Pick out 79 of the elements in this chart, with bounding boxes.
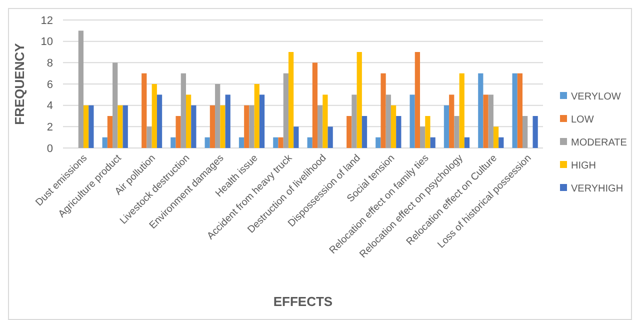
bar xyxy=(346,116,352,148)
bar xyxy=(396,116,402,148)
bar xyxy=(380,73,386,148)
bar xyxy=(142,73,147,148)
y-tick-label: 6 xyxy=(46,78,53,91)
bar xyxy=(204,137,210,148)
bar xyxy=(376,137,381,148)
bar xyxy=(244,105,250,148)
y-tick-label: 0 xyxy=(46,142,53,155)
bar xyxy=(156,94,162,148)
legend-label: MODERATE xyxy=(571,138,628,148)
bar xyxy=(517,73,522,148)
bar xyxy=(294,126,299,148)
bar xyxy=(283,73,288,148)
bar xyxy=(478,73,484,148)
bar xyxy=(186,94,192,148)
bar xyxy=(259,94,265,148)
bar xyxy=(225,94,230,148)
bar xyxy=(488,94,494,148)
bar xyxy=(454,116,460,148)
bar xyxy=(238,137,244,148)
bar xyxy=(356,52,362,148)
legend-label: HIGH xyxy=(571,160,596,172)
bar xyxy=(88,105,94,148)
bar xyxy=(122,105,128,148)
bar xyxy=(362,116,368,148)
bar xyxy=(459,73,464,148)
bar xyxy=(318,105,323,148)
bar xyxy=(254,84,260,148)
bar xyxy=(522,116,528,148)
bar xyxy=(191,105,196,148)
bar xyxy=(107,116,113,148)
bar xyxy=(483,94,488,148)
bar xyxy=(180,73,186,148)
bar xyxy=(215,84,220,148)
bar xyxy=(386,94,391,148)
bar xyxy=(444,105,450,148)
bar xyxy=(146,126,152,148)
y-tick-label: 2 xyxy=(46,122,53,134)
bar xyxy=(249,105,254,148)
bar xyxy=(532,116,538,148)
bar xyxy=(176,116,181,148)
legend-label: LOW xyxy=(571,114,594,126)
bar xyxy=(170,137,176,148)
bar xyxy=(410,94,415,148)
bar xyxy=(512,73,518,148)
legend-label: VERYLOW xyxy=(571,92,622,102)
bar xyxy=(464,137,470,148)
bar xyxy=(118,105,123,148)
y-tick-label: 10 xyxy=(40,36,53,48)
bar xyxy=(84,105,89,148)
bar xyxy=(312,62,318,148)
bar xyxy=(210,105,216,148)
bar xyxy=(112,62,118,148)
bar xyxy=(498,137,504,148)
x-axis-title: EFFECTS xyxy=(273,294,333,309)
y-tick-label: 12 xyxy=(40,14,53,27)
legend-label: VERYHIGH xyxy=(571,184,624,194)
bar xyxy=(352,94,357,148)
bar xyxy=(328,126,333,148)
bar xyxy=(307,137,312,148)
bar xyxy=(493,126,499,148)
bar xyxy=(278,137,284,148)
bar xyxy=(220,105,226,148)
bar xyxy=(414,52,420,148)
bar xyxy=(390,105,396,148)
bar xyxy=(273,137,278,148)
bar xyxy=(322,94,328,148)
y-axis-title: FREQUENCY xyxy=(12,42,27,125)
y-tick-label: 4 xyxy=(46,100,53,112)
bar xyxy=(430,137,436,148)
bar xyxy=(102,137,108,148)
y-tick-label: 8 xyxy=(46,58,53,70)
bar xyxy=(425,116,430,148)
bar xyxy=(152,84,157,148)
bar xyxy=(420,126,426,148)
bar xyxy=(449,94,454,148)
bar xyxy=(78,30,84,148)
bar xyxy=(288,52,294,148)
